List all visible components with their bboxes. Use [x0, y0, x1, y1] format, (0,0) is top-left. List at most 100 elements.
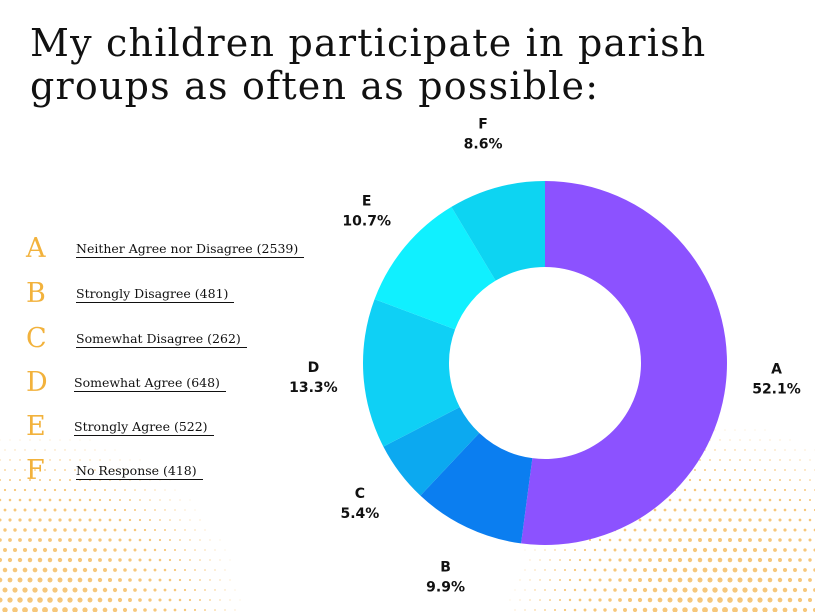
background-dot — [74, 449, 76, 451]
background-dot — [643, 528, 647, 532]
background-dot — [13, 508, 17, 512]
background-dot — [809, 479, 811, 481]
background-dot — [0, 557, 3, 563]
background-dot — [534, 609, 536, 611]
background-dot — [747, 597, 753, 603]
background-dot — [702, 567, 708, 573]
slice-e — [374, 206, 496, 330]
background-dot — [762, 567, 768, 573]
background-dot — [28, 478, 32, 482]
background-dot — [519, 579, 521, 581]
background-dot — [804, 449, 806, 451]
background-dot — [22, 547, 28, 553]
background-dot — [49, 459, 51, 461]
background-dot — [53, 508, 57, 512]
background-dot — [722, 607, 728, 612]
background-dot — [93, 488, 97, 492]
background-dot — [67, 577, 73, 583]
background-dot — [14, 449, 16, 451]
background-dot — [164, 529, 166, 531]
background-dot — [803, 528, 807, 532]
background-dot — [569, 559, 571, 561]
background-dot — [52, 587, 58, 593]
background-dot — [758, 478, 762, 482]
background-dot — [774, 469, 776, 471]
background-dot — [803, 588, 807, 592]
background-dot — [2, 587, 8, 593]
background-dot — [48, 478, 52, 482]
background-dot — [229, 559, 231, 561]
background-dot — [183, 568, 187, 572]
background-dot — [3, 488, 7, 492]
background-dot — [229, 599, 231, 601]
background-dot — [672, 587, 678, 593]
background-dot — [688, 538, 692, 542]
background-dot — [153, 608, 157, 612]
slice-label-category: E — [362, 194, 372, 210]
background-dot — [103, 528, 107, 532]
background-dot — [668, 518, 672, 522]
background-dot — [174, 509, 176, 511]
background-dot — [72, 587, 78, 593]
background-dot — [553, 608, 557, 612]
background-dot — [762, 607, 768, 612]
background-dot — [123, 588, 127, 592]
background-dot — [698, 498, 702, 502]
background-dot — [219, 539, 221, 541]
background-dot — [184, 529, 186, 531]
background-dot — [59, 439, 61, 441]
background-dot — [623, 528, 627, 532]
background-dot — [784, 469, 786, 471]
background-dot — [82, 607, 88, 612]
background-dot — [588, 558, 592, 562]
background-dot — [773, 548, 777, 552]
background-dot — [642, 607, 648, 612]
background-dot — [144, 509, 146, 511]
background-dot — [199, 559, 201, 561]
background-dot — [768, 538, 772, 542]
background-dot — [29, 439, 31, 441]
background-dot — [752, 587, 758, 593]
background-dot — [108, 518, 112, 522]
background-dot — [128, 538, 132, 542]
background-dot — [618, 558, 622, 562]
background-dot — [143, 568, 147, 572]
background-dot — [38, 518, 42, 522]
background-dot — [159, 499, 161, 501]
background-dot — [712, 607, 718, 612]
background-dot — [163, 568, 167, 572]
background-dot — [62, 567, 68, 573]
background-dot — [683, 508, 687, 512]
background-dot — [107, 577, 113, 583]
background-dot — [672, 607, 678, 612]
background-dot — [67, 597, 73, 603]
background-dot — [133, 508, 137, 512]
background-dot — [78, 538, 82, 542]
background-dot — [103, 568, 107, 572]
background-dot — [158, 598, 162, 602]
background-dot — [33, 488, 37, 492]
background-dot — [107, 597, 113, 603]
background-dot — [23, 488, 27, 492]
slice-a — [521, 181, 727, 545]
background-dot — [773, 528, 777, 532]
background-dot — [638, 578, 642, 582]
background-dot — [787, 577, 793, 583]
background-dot — [778, 498, 782, 502]
background-dot — [648, 558, 652, 562]
background-dot — [783, 488, 787, 492]
background-dot — [58, 498, 62, 502]
background-dot — [92, 587, 98, 593]
background-dot — [559, 579, 561, 581]
background-dot — [723, 528, 727, 532]
background-dot — [628, 538, 632, 542]
background-dot — [204, 549, 206, 551]
legend-item-a: A Neither Agree nor Disagree (2539) — [26, 232, 326, 268]
background-dot — [737, 577, 743, 583]
background-dot — [138, 558, 142, 562]
background-dot — [779, 479, 781, 481]
background-dot — [773, 488, 777, 492]
background-dot — [138, 538, 142, 542]
background-dot — [37, 557, 43, 563]
background-dot — [113, 548, 117, 552]
